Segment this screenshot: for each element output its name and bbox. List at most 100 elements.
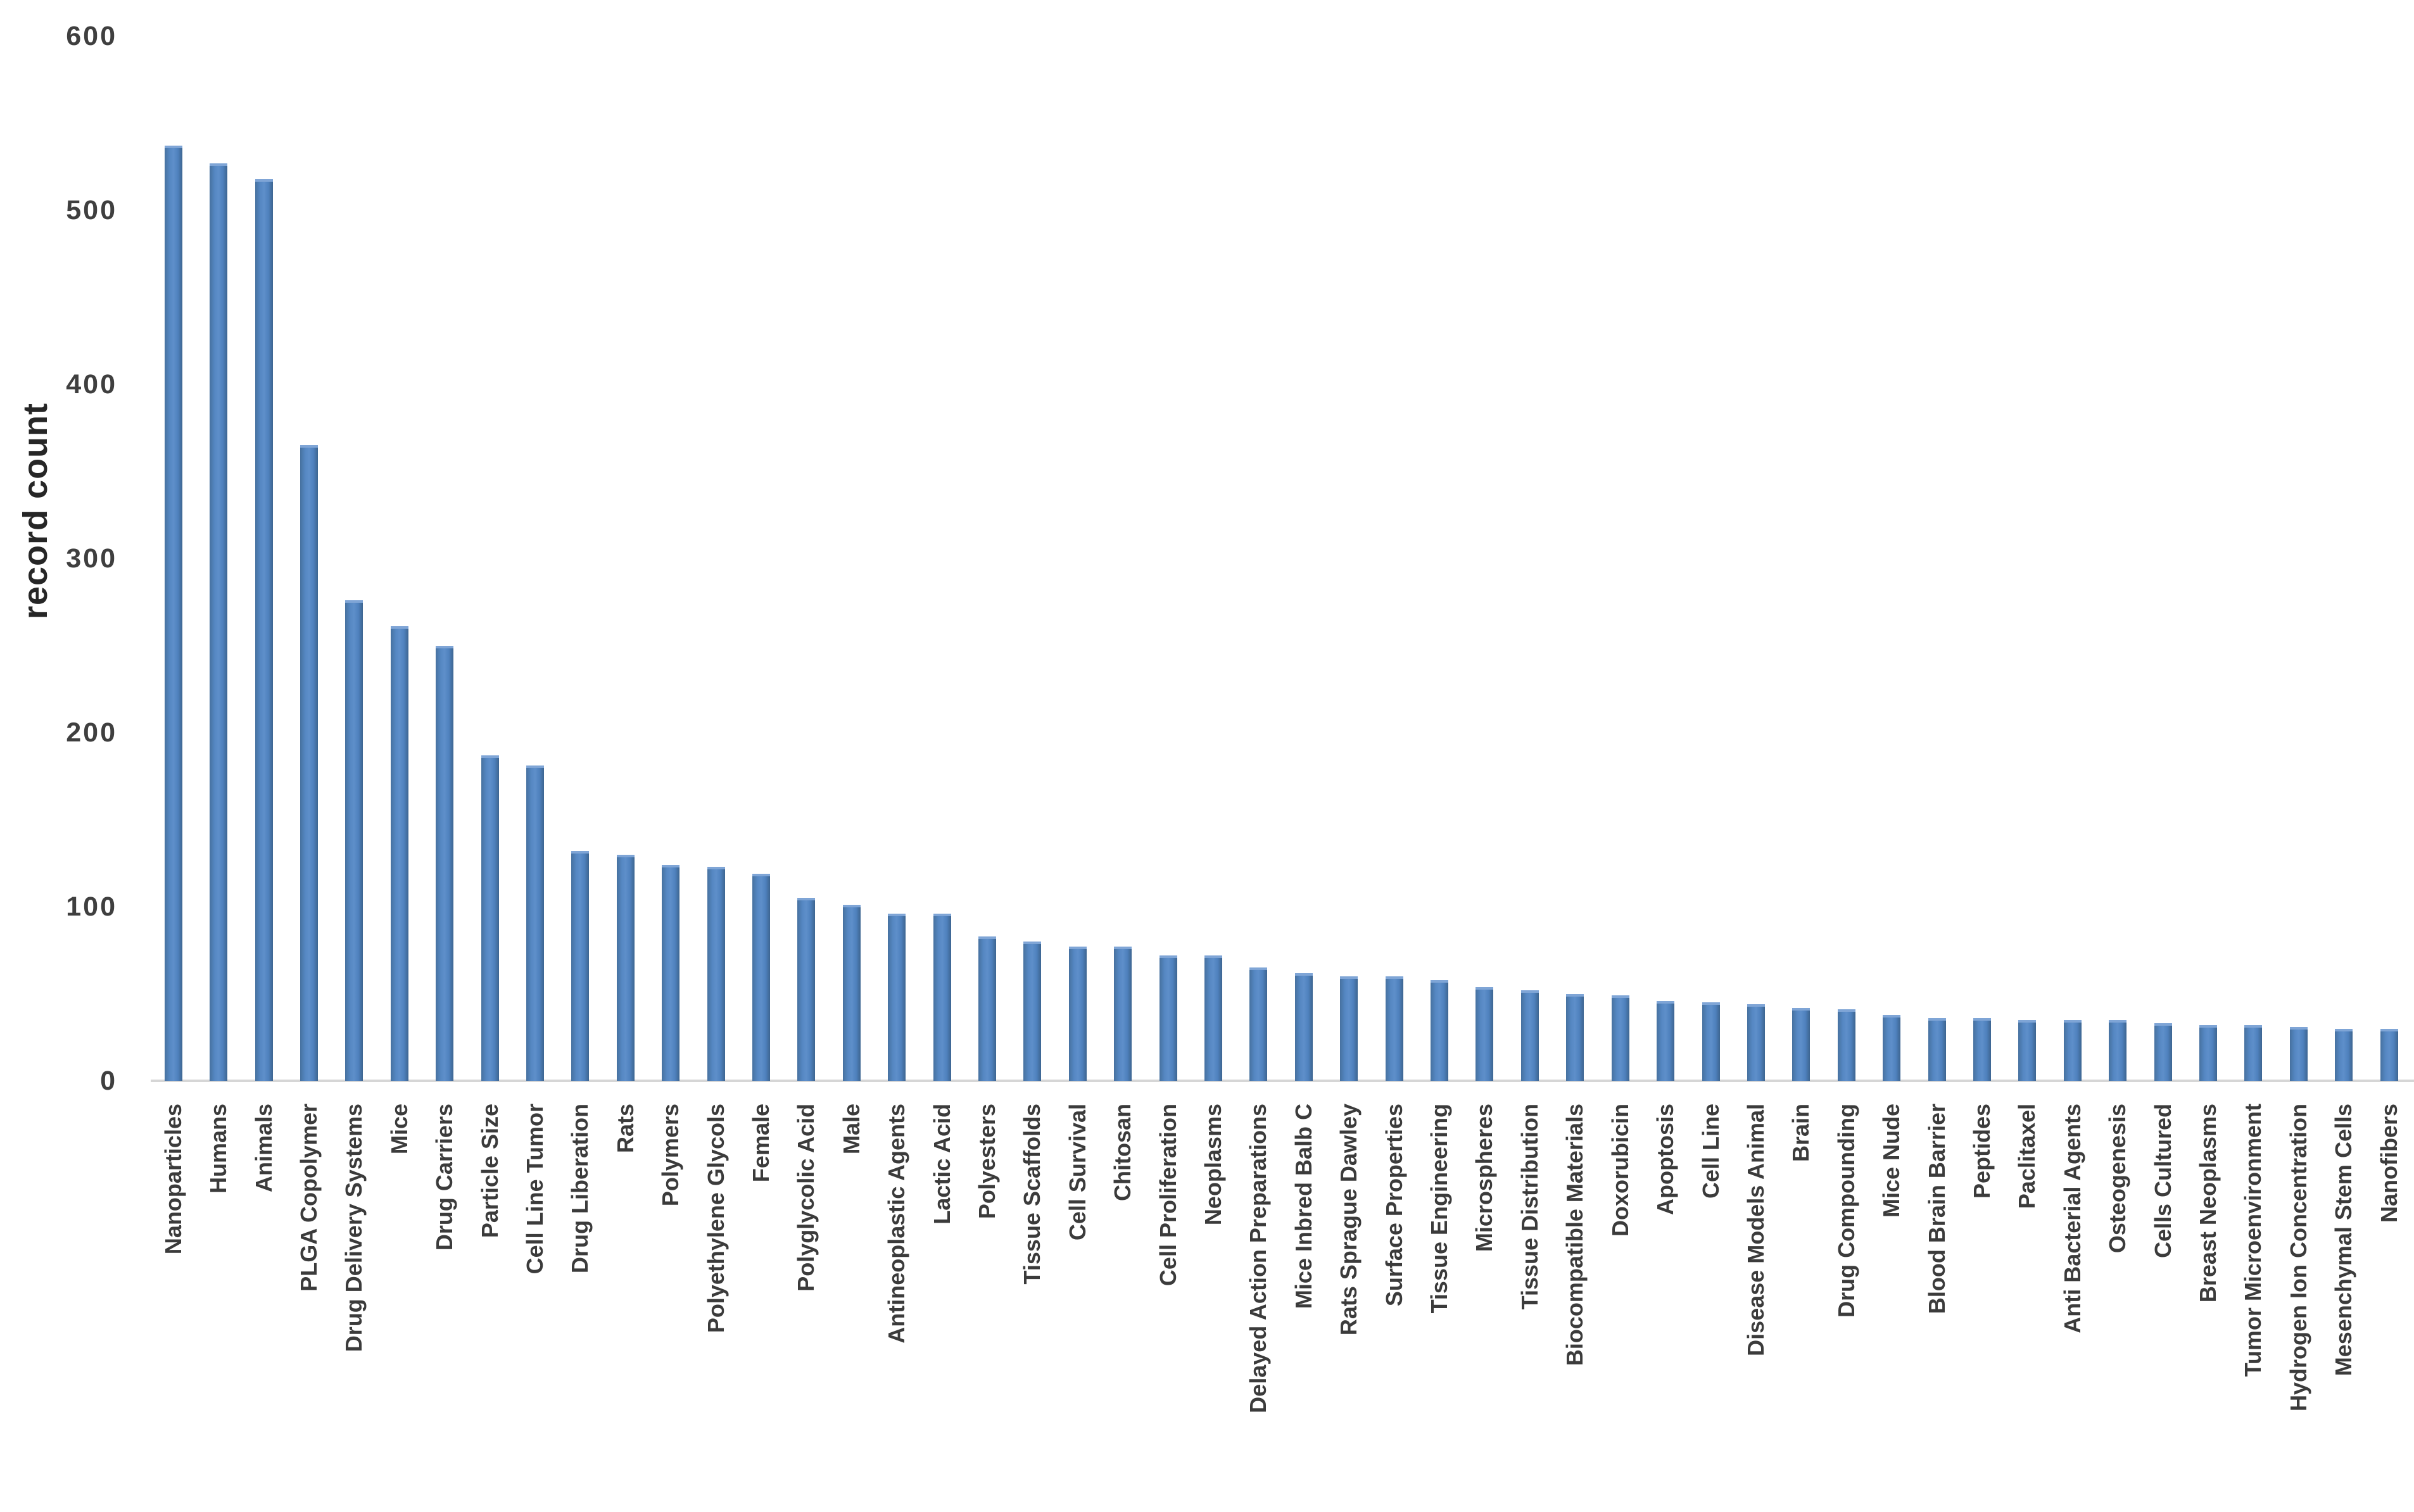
x-label-slot: Paclitaxel	[2005, 1104, 2050, 1512]
bar-Mice Inbred Balb C	[1294, 973, 1313, 1081]
y-axis-title: record count	[16, 402, 55, 620]
y-tick-label: 300	[66, 543, 117, 574]
x-label-slot: Mice	[377, 1104, 422, 1512]
bar-Cells Cultured	[2154, 1023, 2172, 1081]
x-axis-label: Cell Line Tumor	[521, 1104, 548, 1275]
bar-Osteogenesis	[2109, 1019, 2127, 1081]
bar-slot	[1236, 36, 1281, 1081]
x-axis-label: Tissue Engineering	[1426, 1104, 1453, 1314]
x-axis-label: Mice Nude	[1878, 1104, 1905, 1218]
x-axis-label: Lactic Acid	[928, 1104, 955, 1225]
bar-slot	[1417, 36, 1462, 1081]
bar-slot	[151, 36, 196, 1081]
bar-slot	[1643, 36, 1688, 1081]
y-tick-label: 600	[66, 21, 117, 51]
bar-Drug Liberation	[571, 851, 590, 1081]
bar-slot	[1327, 36, 1372, 1081]
x-axis-label: Surface Properties	[1381, 1104, 1407, 1307]
x-axis-label: Peptides	[1968, 1104, 1995, 1199]
x-axis-label: Rats Sprague Dawley	[1336, 1104, 1362, 1336]
bar-slot	[738, 36, 783, 1081]
x-label-slot: Polyethylene Glycols	[693, 1104, 738, 1512]
x-label-slot: Microspheres	[1462, 1104, 1507, 1512]
x-label-slot: Breast Neoplasms	[2185, 1104, 2230, 1512]
x-axis-label: Antineoplastic Agents	[883, 1104, 910, 1344]
bar-Tissue Scaffolds	[1023, 942, 1042, 1081]
x-label-slot: Cell Proliferation	[1146, 1104, 1191, 1512]
x-label-slot: Polyglycolic Acid	[784, 1104, 829, 1512]
x-axis-label: Drug Delivery Systems	[341, 1104, 367, 1352]
bar-slot	[603, 36, 648, 1081]
bar-Cell Line	[1702, 1002, 1720, 1081]
bar-Peptides	[1973, 1018, 1991, 1081]
x-label-slot: Female	[738, 1104, 783, 1512]
bar-slot	[1281, 36, 1326, 1081]
bar-Polyethylene Glycols	[707, 866, 725, 1081]
x-axis-label: Tissue Scaffolds	[1019, 1104, 1046, 1285]
x-axis-label: Nanofibers	[2375, 1104, 2402, 1223]
x-label-slot: Animals	[241, 1104, 286, 1512]
x-label-slot: Drug Carriers	[422, 1104, 467, 1512]
x-axis-label: Tumor Microenvironment	[2240, 1104, 2266, 1377]
bar-slot	[2050, 36, 2095, 1081]
bar-slot	[1869, 36, 1914, 1081]
bar-Breast Neoplasms	[2199, 1025, 2217, 1081]
bar-Humans	[210, 163, 228, 1081]
x-label-slot: Rats	[603, 1104, 648, 1512]
x-label-slot: Drug Compounding	[1824, 1104, 1869, 1512]
x-axis-label: Mice	[386, 1104, 412, 1155]
x-axis-label: Paclitaxel	[2014, 1104, 2040, 1209]
bar-slot	[196, 36, 241, 1081]
bar-Doxorubicin	[1611, 995, 1629, 1081]
bar-Chitosan	[1114, 947, 1132, 1081]
x-axis-label: Neoplasms	[1200, 1104, 1227, 1226]
bar-slot	[2140, 36, 2185, 1081]
bar-Cell Proliferation	[1159, 955, 1177, 1081]
x-label-slot: Osteogenesis	[2095, 1104, 2140, 1512]
bar-slot	[1507, 36, 1552, 1081]
bar-slot	[2005, 36, 2050, 1081]
bar-slot	[241, 36, 286, 1081]
bar-Drug Carriers	[436, 645, 454, 1081]
bar-slot	[1146, 36, 1191, 1081]
x-label-slot: Doxorubicin	[1598, 1104, 1643, 1512]
bar-Polymers	[662, 865, 680, 1081]
x-label-slot: Chitosan	[1101, 1104, 1146, 1512]
bar-slot	[829, 36, 874, 1081]
x-label-slot: Nanoparticles	[151, 1104, 196, 1512]
bar-Rats	[616, 854, 635, 1081]
bar-slot	[2095, 36, 2140, 1081]
x-axis-label: Polyesters	[974, 1104, 1001, 1219]
x-axis-label: Drug Liberation	[567, 1104, 593, 1273]
bar-slot	[1598, 36, 1643, 1081]
bar-slot	[875, 36, 919, 1081]
bar-slot	[377, 36, 422, 1081]
bar-slot	[1824, 36, 1869, 1081]
bar-slot	[1914, 36, 1959, 1081]
bar-Disease Models Animal	[1747, 1004, 1765, 1081]
x-label-slot: Cells Cultured	[2140, 1104, 2185, 1512]
bar-Drug Compounding	[1837, 1009, 1855, 1081]
bar-Cell Line Tumor	[526, 765, 544, 1081]
x-label-slot: Apoptosis	[1643, 1104, 1688, 1512]
x-axis-label: Cell Proliferation	[1154, 1104, 1181, 1287]
bar-slot	[558, 36, 603, 1081]
x-label-slot: Disease Models Animal	[1733, 1104, 1778, 1512]
x-label-slot: Mesenchymal Stem Cells	[2322, 1104, 2367, 1512]
bar-Tumor Microenvironment	[2244, 1025, 2263, 1081]
bar-Anti Bacterial Agents	[2063, 1019, 2082, 1081]
x-axis-label: Disease Models Animal	[1742, 1104, 1769, 1356]
bar-slot	[964, 36, 1009, 1081]
x-axis-label: Nanoparticles	[160, 1104, 186, 1255]
y-tick-label: 500	[66, 195, 117, 225]
bar-Microspheres	[1476, 986, 1494, 1081]
x-label-slot: Lactic Acid	[919, 1104, 964, 1512]
bar-slot	[286, 36, 331, 1081]
bar-Lactic Acid	[933, 914, 951, 1081]
bar-Hydrogen Ion Concentration	[2289, 1026, 2308, 1081]
bar-slot	[332, 36, 377, 1081]
x-label-slot: Antineoplastic Agents	[875, 1104, 919, 1512]
x-axis-label: Delayed Action Preparations	[1245, 1104, 1272, 1413]
y-tick-label: 200	[66, 717, 117, 748]
bar-slot	[2276, 36, 2321, 1081]
